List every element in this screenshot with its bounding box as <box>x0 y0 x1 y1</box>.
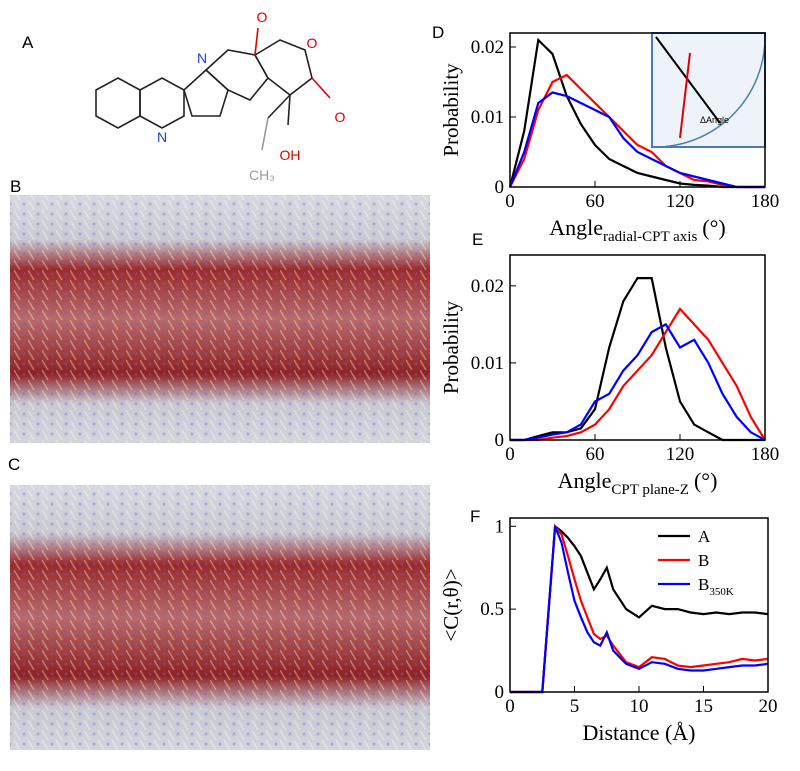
inset-arc <box>651 36 766 148</box>
x-axis-label-main: Distance (Å) <box>582 720 695 745</box>
legend-name-sub: 350K <box>709 586 734 598</box>
atom-label: O <box>335 109 346 125</box>
y-tick-label: 0.02 <box>471 276 504 297</box>
panel-label: D <box>432 23 444 42</box>
x-tick-label: 120 <box>666 444 695 465</box>
panel-label: F <box>470 507 480 526</box>
panel-label: C <box>8 455 20 474</box>
y-tick-label: 0.01 <box>471 353 504 374</box>
legend-label: B <box>698 551 709 570</box>
x-tick-label: 180 <box>751 444 780 465</box>
panel-label: E <box>472 230 483 249</box>
legend-name: B <box>698 575 709 594</box>
x-tick-label: 20 <box>759 696 778 717</box>
plot-frame <box>509 254 766 441</box>
atom-label: OH <box>280 147 301 163</box>
x-axis-label: AngleCPT plane-Z (°) <box>558 468 718 498</box>
y-axis-label: Probability <box>439 300 463 394</box>
snapshot-b <box>10 195 430 443</box>
x-axis-label-main: Angle <box>549 215 603 240</box>
x-tick-label: 60 <box>586 191 605 212</box>
y-axis-label: Probability <box>439 63 463 157</box>
y-tick-label: 0 <box>495 682 505 703</box>
x-tick-label: 0 <box>505 696 515 717</box>
inset-frame <box>651 32 766 148</box>
panel-label: B <box>10 177 21 196</box>
x-axis-label-unit: (°) <box>702 215 725 240</box>
x-axis-label-unit: (°) <box>694 468 717 493</box>
x-tick-label: 5 <box>570 696 580 717</box>
y-tick-label: 0 <box>495 177 505 198</box>
legend-label: A <box>698 527 711 546</box>
y-tick-label: 0.02 <box>471 37 504 58</box>
atom-label: O <box>257 9 268 25</box>
plot-frame <box>509 32 766 188</box>
legend-label: B350K <box>698 575 734 598</box>
panel-label: A <box>22 33 34 52</box>
y-tick-label: 0.01 <box>471 107 504 128</box>
x-tick-label: 10 <box>630 696 649 717</box>
inset: ΔAngle <box>651 32 766 148</box>
legend-name: B <box>698 551 709 570</box>
x-tick-label: 60 <box>586 444 605 465</box>
y-tick-label: 1 <box>495 516 505 537</box>
x-tick-label: 0 <box>505 191 515 212</box>
data-line <box>509 73 765 189</box>
x-axis-label: Distance (Å) <box>582 720 695 745</box>
molecule <box>95 27 331 151</box>
x-axis-label-sub: radial-CPT axis <box>603 229 697 245</box>
atom-label: CH₃ <box>249 167 275 183</box>
atom-label: O <box>307 35 318 51</box>
atom-label: N <box>197 50 207 66</box>
y-tick-label: 0.5 <box>480 599 504 620</box>
x-axis-label: Angleradial-CPT axis (°) <box>549 215 726 245</box>
data-line <box>510 322 766 442</box>
y-tick-label: 0 <box>495 430 505 451</box>
data-line <box>510 525 769 694</box>
snapshot-c <box>10 485 430 750</box>
data-line <box>510 524 769 694</box>
x-tick-label: 180 <box>751 191 780 212</box>
data-line <box>510 277 765 442</box>
x-axis-label-main: Angle <box>558 468 612 493</box>
inset-axis <box>679 52 691 139</box>
x-tick-label: 15 <box>694 696 713 717</box>
data-line <box>510 523 769 694</box>
atom-label: N <box>157 129 167 145</box>
y-axis-label: <C(r,θ)> <box>439 568 463 641</box>
x-tick-label: 0 <box>505 444 515 465</box>
legend-name: A <box>698 527 711 546</box>
inset-axis <box>655 36 721 124</box>
x-tick-label: 120 <box>666 191 695 212</box>
x-axis-label-sub: CPT plane-Z <box>611 482 689 498</box>
inset-label: ΔAngle <box>700 115 729 125</box>
data-line <box>508 91 765 189</box>
data-line <box>510 307 766 442</box>
